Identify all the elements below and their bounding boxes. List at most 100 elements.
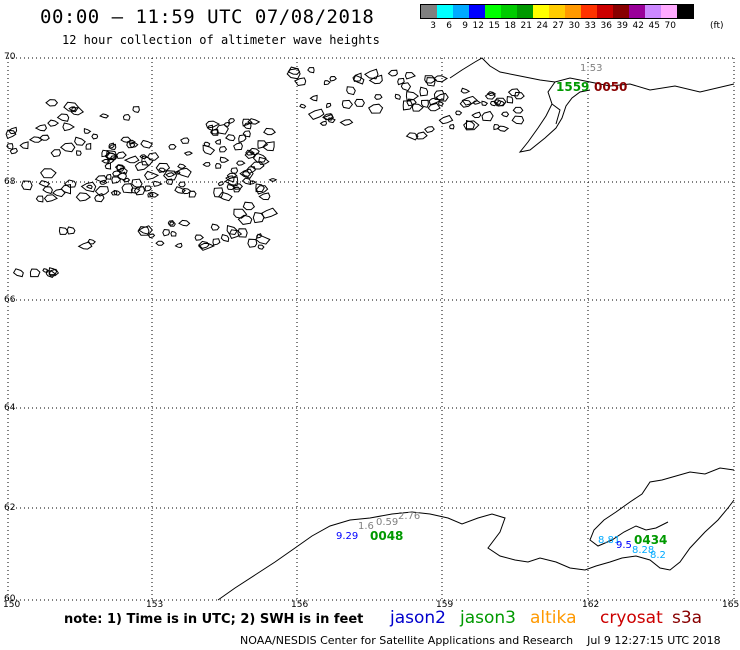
ice-contour	[226, 184, 236, 191]
ice-contour	[255, 183, 265, 193]
ice-contour	[19, 141, 29, 150]
ice-contour	[466, 120, 475, 130]
color-swatch	[629, 5, 645, 18]
ice-contour	[99, 113, 110, 119]
color-scale-label: 21	[520, 21, 532, 31]
ice-contour	[493, 123, 501, 131]
ice-contour	[42, 186, 53, 195]
ice-contour	[56, 113, 70, 122]
lat-label-62: 62	[4, 503, 16, 513]
color-swatch	[469, 5, 485, 18]
ice-contour	[493, 99, 502, 105]
ice-contour	[121, 183, 134, 194]
color-scale-label: 18	[504, 21, 516, 31]
ice-contour	[241, 177, 252, 186]
ice-contour	[374, 94, 383, 100]
ice-contour	[155, 240, 165, 246]
ice-contour	[180, 137, 190, 144]
ice-contour	[5, 129, 17, 140]
ice-contour	[258, 192, 271, 201]
color-swatch	[565, 5, 581, 18]
color-swatch	[549, 5, 565, 18]
ice-contour	[38, 134, 50, 141]
color-swatch	[501, 5, 517, 18]
ice-contour	[188, 190, 197, 198]
ice-contour	[353, 74, 365, 85]
ice-contour	[212, 238, 221, 246]
ice-contour	[262, 141, 275, 152]
ice-contour	[111, 176, 122, 184]
ice-contour	[21, 180, 33, 191]
ice-contour	[239, 168, 254, 179]
ice-contour	[45, 99, 59, 107]
lon-label-165: 165	[722, 600, 740, 610]
ice-contour	[163, 170, 178, 181]
ice-contour	[424, 126, 435, 134]
color-swatch	[677, 5, 693, 18]
pass-time-label: 0050	[594, 80, 628, 94]
ice-contour	[62, 122, 75, 132]
ice-contour	[38, 180, 51, 188]
ice-contour	[113, 189, 122, 196]
ice-contour	[421, 99, 429, 108]
swh-value-label: 9.5	[616, 540, 632, 551]
ice-contour	[99, 179, 108, 185]
color-scale-label: 42	[632, 21, 644, 31]
map-title: 00:00 – 11:59 UTC 07/08/2018	[40, 6, 375, 28]
color-scale-label: 70	[664, 21, 676, 31]
ice-contour	[484, 92, 496, 100]
color-scale-labels: 3 6 9 12 15 18 21 24 27 30 33 36 39 42 45 70	[420, 21, 694, 31]
ice-contour	[236, 160, 246, 166]
ice-contour	[178, 181, 186, 188]
ice-contour	[247, 118, 261, 125]
ice-contour	[511, 115, 525, 125]
ice-contour	[58, 226, 69, 235]
color-scale-unit: (ft)	[710, 21, 724, 31]
color-scale-swatches	[420, 4, 694, 19]
ice-contour	[48, 267, 58, 276]
ice-contour	[233, 208, 248, 219]
ice-contour	[481, 100, 489, 107]
ice-contour	[438, 114, 454, 125]
color-swatch	[517, 5, 533, 18]
pass-time-label: 0434	[634, 533, 668, 547]
ice-contour	[147, 152, 160, 161]
ice-contour	[177, 163, 187, 169]
ice-contour	[471, 111, 482, 119]
swh-value-label: 8.81	[598, 535, 621, 546]
ice-contour	[74, 136, 86, 146]
ice-contour	[246, 166, 256, 174]
swh-value-label: 0.59	[376, 517, 399, 528]
ice-contour	[263, 127, 276, 136]
legend-jason2: jason2	[390, 608, 446, 628]
ice-contour	[405, 132, 419, 141]
ice-contour	[319, 120, 328, 126]
ice-contour	[140, 139, 154, 149]
color-swatch	[485, 5, 501, 18]
ice-contour	[435, 92, 449, 102]
color-scale-label: 9	[462, 21, 468, 31]
ice-contour	[402, 100, 414, 111]
pass-time-label: 1559	[556, 80, 590, 94]
color-scale-label: 45	[648, 21, 660, 31]
ice-contour	[326, 102, 332, 109]
pass-label: 1:53	[580, 63, 603, 74]
ice-contour	[167, 220, 175, 226]
ice-contour	[104, 152, 118, 159]
color-swatch	[533, 5, 549, 18]
color-scale-label: 24	[536, 21, 548, 31]
ice-contour	[252, 212, 265, 224]
lon-label-153: 153	[146, 600, 164, 610]
ice-contour	[214, 138, 222, 145]
ice-contour	[237, 214, 253, 225]
ice-contour	[329, 75, 337, 82]
footer-credit: NOAA/NESDIS Center for Satellite Applica…	[240, 634, 574, 647]
ice-contour	[217, 191, 233, 202]
ice-contour	[512, 106, 524, 114]
ice-contour	[122, 177, 131, 183]
ice-contour	[169, 221, 176, 227]
ice-contour	[133, 186, 146, 196]
ice-contour	[70, 107, 85, 116]
ice-contour	[174, 242, 183, 249]
ice-contour	[178, 219, 191, 227]
